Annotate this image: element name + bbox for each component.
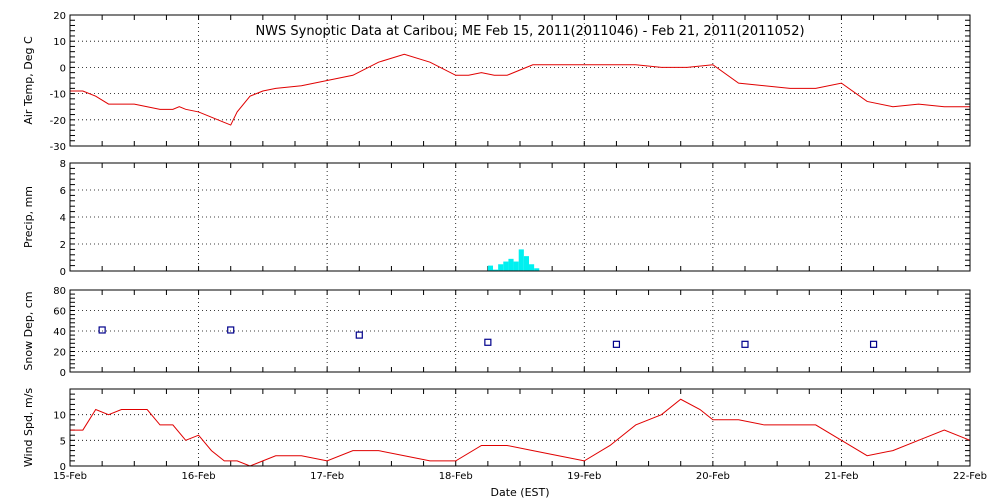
y-axis-label: Snow Dep, cm: [22, 291, 35, 370]
precip-bar: [523, 256, 529, 271]
y-axis-label: Precip, mm: [22, 186, 35, 248]
precip-bar: [513, 261, 519, 271]
y-tick-label: 10: [53, 37, 66, 48]
precip-bar: [493, 269, 499, 271]
x-tick-label: 19-Feb: [567, 471, 601, 482]
snow-depth-point: [869, 340, 878, 348]
data-line: [70, 398, 971, 467]
x-tick-label: 18-Feb: [439, 471, 473, 482]
data-line: [70, 53, 970, 126]
y-tick-label: 60: [53, 307, 66, 318]
y-tick-label: 0: [60, 267, 66, 278]
x-tick-label: 20-Feb: [696, 471, 730, 482]
x-tick-label: 17-Feb: [310, 471, 344, 482]
x-tick-label: 21-Feb: [824, 471, 858, 482]
y-tick-label: 10: [53, 411, 66, 422]
y-tick-label: 4: [60, 213, 66, 224]
y-tick-label: 2: [60, 240, 66, 251]
precip-bar: [518, 249, 524, 271]
panel-2: 0 2 4 6 8 Precip, mm: [22, 159, 971, 278]
panel-frame: [69, 289, 971, 373]
y-tick-label: 20: [53, 11, 66, 22]
y-tick-label: 0: [60, 462, 66, 473]
y-tick-label: -10: [50, 90, 66, 101]
snow-depth-point: [612, 340, 621, 348]
panel-frame: [69, 388, 971, 467]
y-tick-label: 40: [53, 327, 66, 338]
y-tick-label: 80: [53, 286, 66, 297]
y-tick-label: -30: [50, 142, 66, 153]
precip-bar: [498, 264, 504, 271]
y-tick-label: 5: [60, 436, 66, 447]
panel-3: 0 20 40 60 80 Snow Dep, cm: [22, 286, 971, 379]
y-tick-label: -20: [50, 116, 66, 127]
snow-depth-point: [355, 331, 363, 339]
figure-title: NWS Synoptic Data at Caribou, ME Feb 15,…: [255, 24, 804, 39]
panel-frame: [69, 14, 971, 147]
panel-1: -30 -20 -10 0 10 20 Air Temp, Deg C: [22, 11, 971, 153]
snow-depth-point: [227, 326, 235, 334]
y-tick-label: 8: [60, 159, 66, 170]
snow-depth-point: [484, 338, 492, 346]
y-tick-label: 0: [60, 368, 66, 379]
y-tick-label: 6: [60, 186, 66, 197]
precip-bar: [508, 258, 514, 271]
panel-4: 0 5 10 Wind Spd, m/s 15-Feb 16-Feb 17-Feb 18-Fe…: [22, 388, 987, 499]
x-tick-label: 22-Feb: [953, 471, 987, 482]
snow-depth-point: [741, 340, 749, 348]
y-tick-label: 20: [53, 348, 66, 359]
precip-bar: [534, 268, 540, 271]
x-tick-label: 15-Feb: [53, 471, 87, 482]
y-axis-label: Air Temp, Deg C: [22, 36, 35, 125]
precip-bar: [503, 261, 509, 271]
y-tick-label: 0: [60, 63, 66, 74]
precip-bar: [529, 264, 535, 271]
x-axis-label: Date (EST): [490, 486, 549, 499]
precip-bar: [487, 265, 493, 271]
snow-depth-point: [98, 326, 106, 334]
y-axis-label: Wind Spd, m/s: [22, 388, 35, 468]
x-tick-label: 16-Feb: [182, 471, 216, 482]
panel-frame: [69, 162, 971, 272]
